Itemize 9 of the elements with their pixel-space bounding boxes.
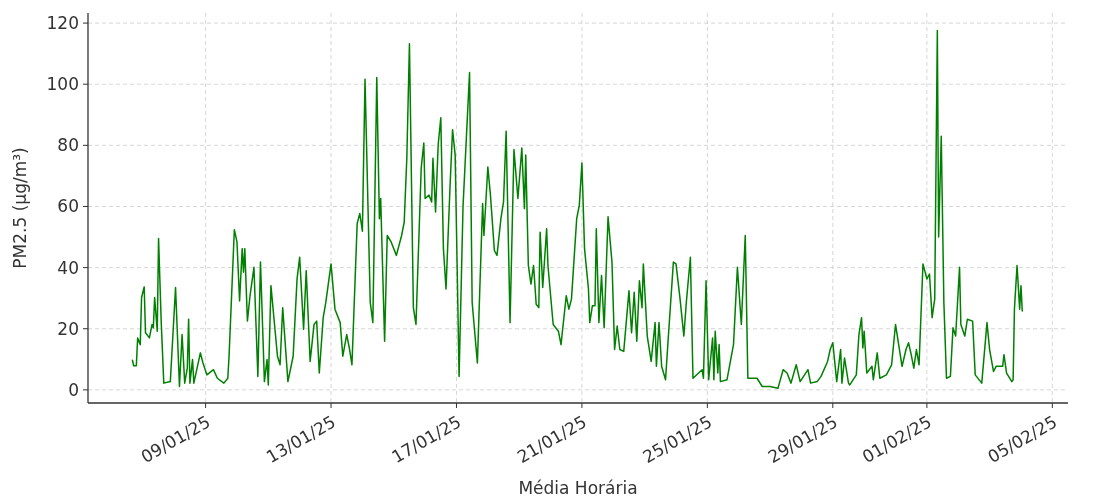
- x-axis-title: Média Horária: [518, 478, 638, 498]
- y-tick-label: 0: [68, 379, 79, 400]
- y-tick-label: 20: [57, 318, 79, 339]
- y-tick-label: 60: [57, 196, 79, 217]
- y-tick-label: 80: [57, 135, 79, 156]
- y-axis-title: PM2.5 (µg/m³): [10, 147, 30, 269]
- y-tick-label: 40: [57, 257, 79, 278]
- y-tick-label: 100: [46, 74, 79, 95]
- y-tick-label: 120: [46, 13, 79, 34]
